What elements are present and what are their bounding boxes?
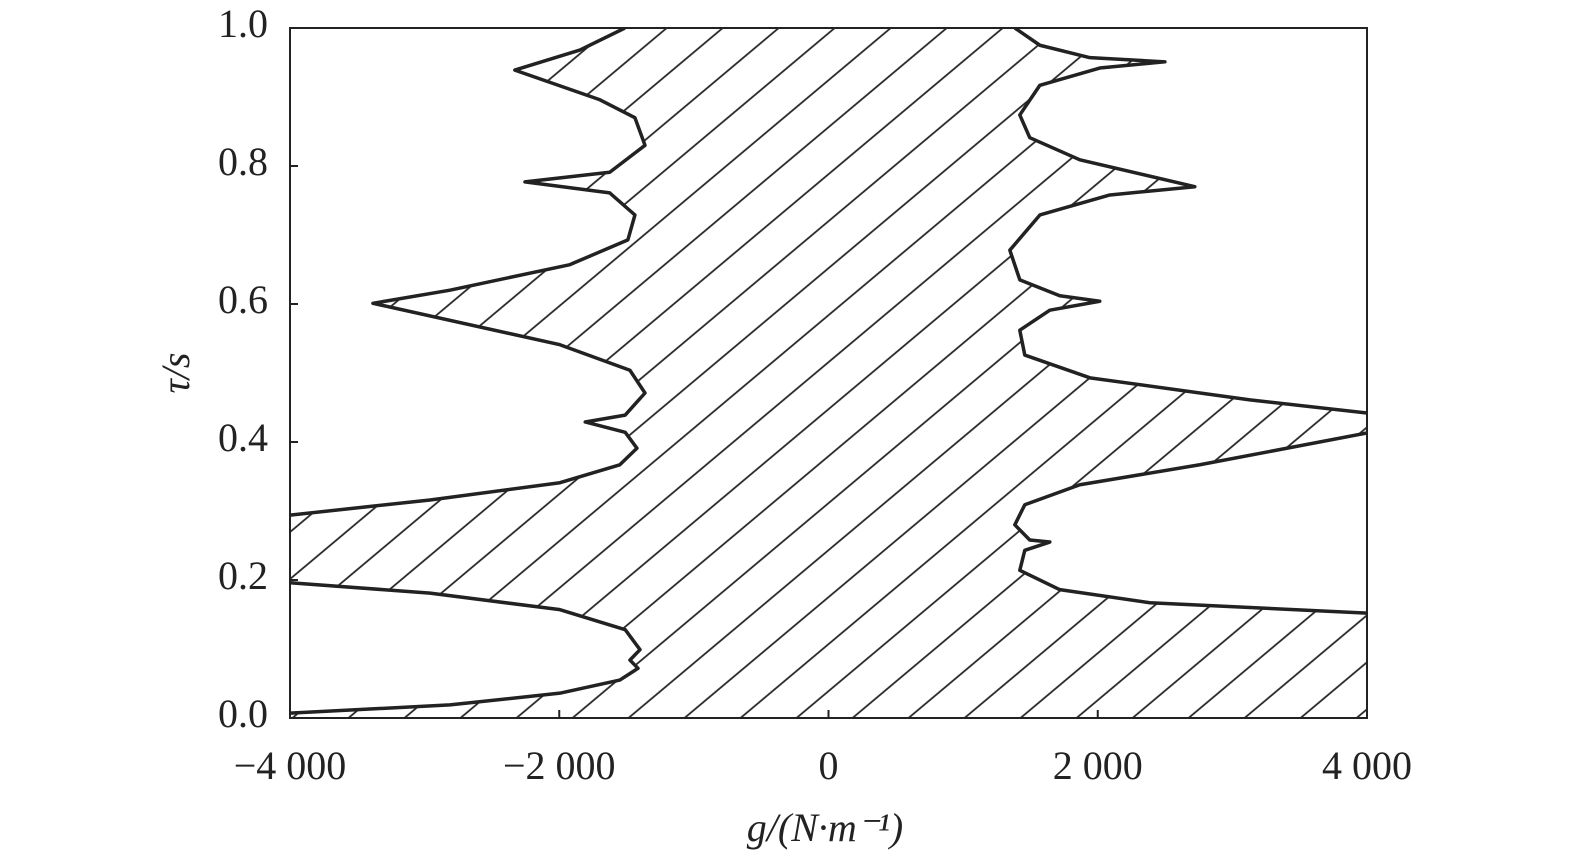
y-tick-label: 0.2	[218, 553, 268, 598]
excluded-region	[290, 28, 646, 516]
y-tick-label: 0.4	[218, 415, 268, 460]
x-tick-label: 0	[819, 743, 839, 788]
excluded-region	[1014, 433, 1367, 614]
x-tick-label: 2 000	[1053, 743, 1143, 788]
y-tick-label: 1.0	[218, 1, 268, 46]
y-axis-label: τ/s	[153, 353, 198, 394]
x-tick-label: 4 000	[1322, 743, 1412, 788]
boundary-line	[1013, 431, 1367, 615]
x-tick-label: −2 000	[503, 743, 616, 788]
excluded-region	[1009, 28, 1367, 414]
y-tick-label: 0.6	[218, 277, 268, 322]
boundary-line	[290, 28, 647, 517]
x-axis-label: g/(N·m⁻¹)	[747, 805, 903, 850]
y-tick-label: 0.0	[218, 691, 268, 736]
y-tick-label: 0.8	[218, 139, 268, 184]
excluded-region	[290, 582, 641, 714]
x-tick-label: −4 000	[234, 743, 347, 788]
boundary-line	[1008, 28, 1367, 415]
boundary-line	[290, 581, 642, 715]
plot-area	[290, 28, 1367, 718]
